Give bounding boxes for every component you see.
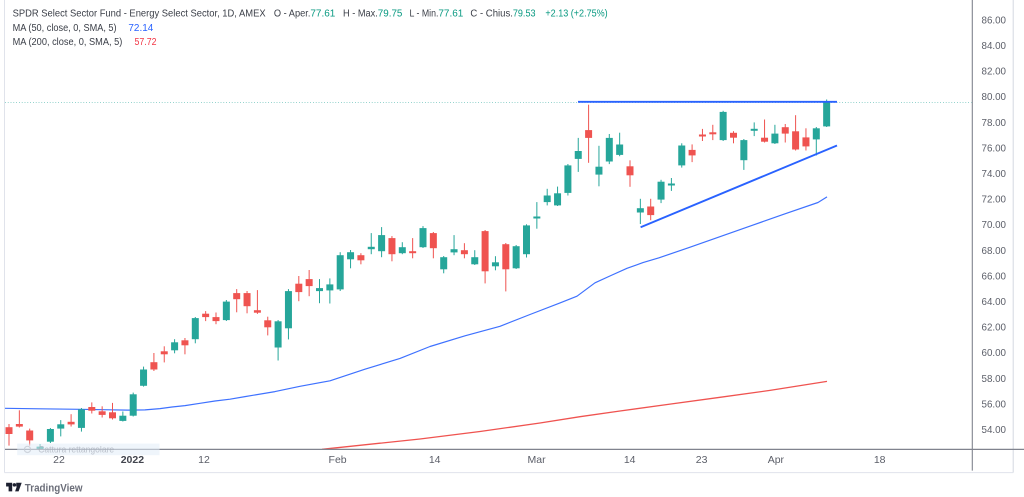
svg-text:76.00: 76.00 — [982, 142, 1007, 154]
svg-text:H - Max.: H - Max. — [343, 9, 378, 20]
svg-text:72.00: 72.00 — [982, 194, 1007, 206]
svg-text:C - Chius.: C - Chius. — [470, 9, 513, 20]
svg-text:68.00: 68.00 — [982, 245, 1007, 257]
svg-text:80.00: 80.00 — [982, 91, 1007, 103]
svg-text:58.00: 58.00 — [982, 373, 1007, 385]
svg-text:64.00: 64.00 — [982, 296, 1007, 308]
svg-text:SPDR Select Sector Fund - Ener: SPDR Select Sector Fund - Energy Select … — [13, 9, 266, 20]
svg-text:Cattura rettangolare: Cattura rettangolare — [38, 445, 114, 456]
svg-text:56.00: 56.00 — [982, 398, 1007, 410]
svg-text:23: 23 — [696, 454, 708, 466]
svg-text:Feb: Feb — [329, 454, 347, 466]
svg-text:72.14: 72.14 — [128, 23, 153, 34]
svg-text:22: 22 — [53, 454, 65, 466]
svg-text:2022: 2022 — [121, 454, 145, 466]
svg-text:84.00: 84.00 — [982, 40, 1007, 52]
svg-text:MA (50, close, 0, SMA, 5): MA (50, close, 0, SMA, 5) — [13, 23, 117, 34]
svg-text:74.00: 74.00 — [982, 168, 1007, 180]
svg-text:MA (200, close, 0, SMA, 5): MA (200, close, 0, SMA, 5) — [13, 37, 123, 48]
svg-text:82.00: 82.00 — [982, 66, 1007, 78]
svg-text:Mar: Mar — [528, 454, 547, 466]
svg-text:14: 14 — [624, 454, 636, 466]
svg-text:62.00: 62.00 — [982, 322, 1007, 334]
svg-text:54.00: 54.00 — [982, 424, 1007, 436]
svg-text:86.00: 86.00 — [982, 14, 1007, 26]
svg-text:TradingView: TradingView — [25, 483, 83, 495]
svg-text:18: 18 — [874, 454, 886, 466]
svg-text:14: 14 — [429, 454, 441, 466]
svg-text:79.53: 79.53 — [513, 9, 536, 20]
svg-text:77.61: 77.61 — [310, 9, 335, 20]
svg-text:78.00: 78.00 — [982, 117, 1007, 129]
svg-text:+2.13 (+2.75%): +2.13 (+2.75%) — [545, 9, 607, 20]
svg-text:O - Aper.: O - Aper. — [274, 9, 311, 20]
svg-text:77.61: 77.61 — [438, 9, 463, 20]
svg-text:79.75: 79.75 — [378, 9, 403, 20]
svg-text:Apr: Apr — [768, 454, 785, 466]
svg-text:57.72: 57.72 — [135, 37, 157, 48]
svg-text:12: 12 — [198, 454, 210, 466]
svg-text:66.00: 66.00 — [982, 270, 1007, 282]
svg-text:L - Min.: L - Min. — [410, 9, 439, 20]
svg-text:70.00: 70.00 — [982, 219, 1007, 231]
svg-text:60.00: 60.00 — [982, 347, 1007, 359]
